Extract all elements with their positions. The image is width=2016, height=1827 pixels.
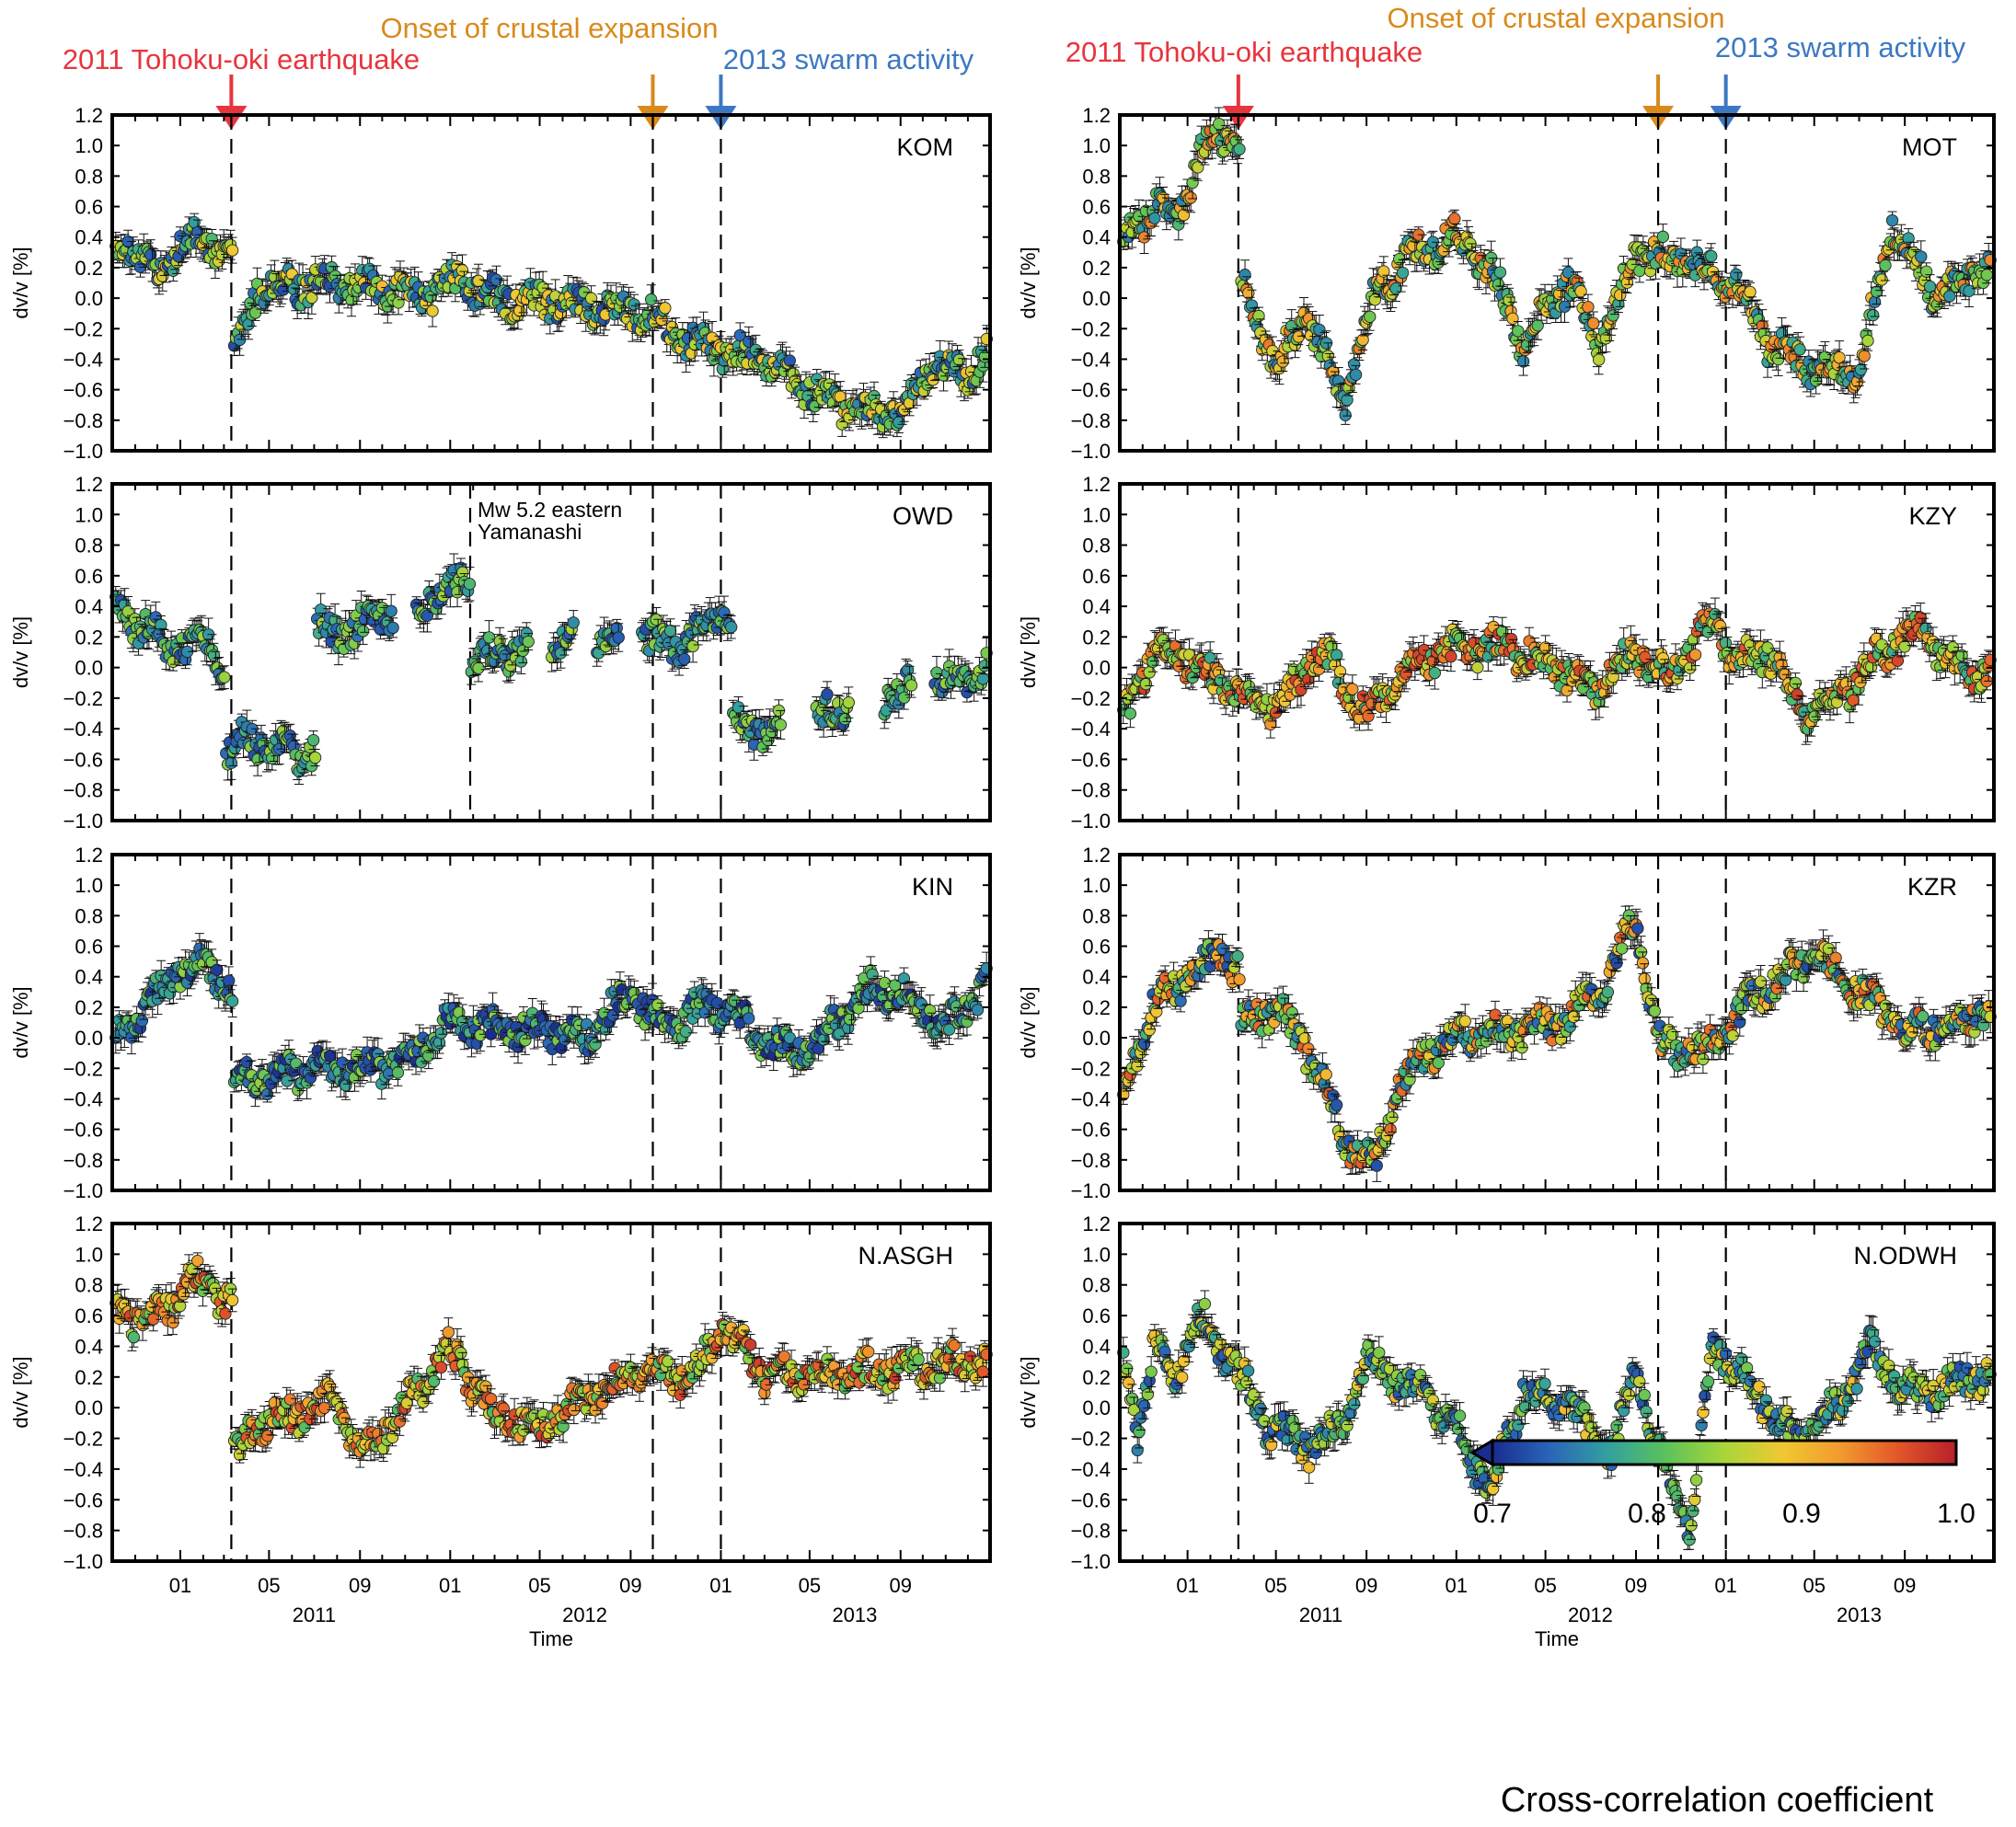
data-point xyxy=(218,671,231,684)
data-point xyxy=(385,604,397,617)
data-point xyxy=(324,1050,337,1063)
data-point xyxy=(240,1055,253,1069)
station-label: KOM xyxy=(896,133,953,161)
y-tick-label: −0.8 xyxy=(63,409,103,432)
y-tick-label: 0.0 xyxy=(75,657,103,680)
y-tick-label: 1.2 xyxy=(75,104,103,127)
expansion-label: Onset of crustal expansion xyxy=(380,12,718,44)
y-axis-label: dv/v [%] xyxy=(9,247,32,318)
earthquake-annotation: Yamanashi xyxy=(478,520,582,544)
data-point xyxy=(678,652,691,666)
data-point xyxy=(225,994,239,1007)
y-tick-label: −0.2 xyxy=(63,317,103,340)
data-points xyxy=(109,933,993,1108)
data-point xyxy=(612,631,625,644)
data-point xyxy=(135,1014,149,1028)
earthquake-annotation: Mw 5.2 eastern xyxy=(478,498,622,522)
y-tick-label: −1.0 xyxy=(63,440,103,463)
panel-kom: 1.2 1.0 0.8 0.6 0.4 0.2 0.0 −0.2 −0.4 −0.6 −0.8 −1.… xyxy=(9,104,993,463)
data-point xyxy=(308,751,322,764)
data-point xyxy=(306,733,320,747)
data-point xyxy=(472,661,485,674)
y-tick-label: 0.8 xyxy=(75,165,103,188)
y-axis-label: dv/v [%] xyxy=(9,616,32,688)
tohoku-label: 2011 Tohoku-oki earthquake xyxy=(63,43,420,75)
panel-owd: 1.2 1.0 0.8 0.6 0.4 0.2 0.0 −0.2 −0.4 −0.6 −0.8 −1.… xyxy=(9,473,993,833)
y-tick-label: 0.0 xyxy=(75,287,103,310)
y-tick-label: 0.6 xyxy=(75,196,103,219)
y-tick-label: 1.2 xyxy=(75,473,103,496)
y-tick-label: 0.2 xyxy=(75,257,103,280)
station-label: OWD xyxy=(893,502,953,530)
data-point xyxy=(645,293,658,306)
panels: 1.2 1.0 0.8 0.6 0.4 0.2 0.0 −0.2 −0.4 −0.6 −0.8 −1.… xyxy=(9,104,1997,1650)
data-point xyxy=(422,1049,435,1063)
y-tick-label: −1.0 xyxy=(63,810,103,833)
data-point xyxy=(260,1087,274,1101)
data-point xyxy=(976,672,989,685)
swarm-label: 2013 swarm activity xyxy=(723,43,974,75)
data-point xyxy=(659,302,672,315)
data-point xyxy=(580,1017,593,1030)
expansion-label: Onset of crustal expansion xyxy=(1387,2,1724,34)
data-point xyxy=(718,606,731,619)
data-point xyxy=(225,756,238,769)
data-point xyxy=(842,695,855,709)
data-point xyxy=(589,1038,602,1051)
data-point xyxy=(686,639,699,653)
y-tick-label: 1.0 xyxy=(75,503,103,526)
data-point xyxy=(706,331,719,344)
data-points xyxy=(109,213,993,439)
swarm-label: 2013 swarm activity xyxy=(1715,31,1966,63)
data-point xyxy=(455,264,469,277)
data-point xyxy=(522,635,535,649)
panel-kin: 1.21.00.80.60.40.20.0−0.2−0.4−0.6−0.8−1.… xyxy=(9,844,993,1202)
data-point xyxy=(567,616,580,629)
data-point xyxy=(725,621,738,634)
data-point xyxy=(356,625,370,638)
y-tick-label: −0.4 xyxy=(63,718,103,741)
data-point xyxy=(774,718,788,731)
y-tick-label: 0.8 xyxy=(75,534,103,557)
y-tick-label: 0.2 xyxy=(75,626,103,649)
data-point xyxy=(223,974,236,987)
tohoku-label: 2011 Tohoku-oki earthquake xyxy=(1066,36,1423,68)
data-point xyxy=(426,304,439,317)
data-point xyxy=(663,625,677,638)
data-point xyxy=(305,291,318,304)
data-point xyxy=(821,688,834,701)
data-point xyxy=(514,655,528,668)
data-point xyxy=(233,333,247,347)
data-point xyxy=(391,1066,405,1079)
y-tick-label: −0.4 xyxy=(63,348,103,371)
y-tick-label: 0.4 xyxy=(75,595,103,618)
data-point xyxy=(225,244,239,257)
data-point xyxy=(952,353,966,366)
y-tick-label: −0.6 xyxy=(63,748,103,771)
y-tick-label: 0.4 xyxy=(75,226,103,249)
data-point xyxy=(463,578,477,591)
data-point xyxy=(904,679,918,692)
data-point xyxy=(783,354,796,367)
y-tick-label: −0.6 xyxy=(63,379,103,402)
data-point xyxy=(314,603,328,616)
data-points xyxy=(109,553,993,785)
data-point xyxy=(386,621,399,635)
y-tick-label: −0.2 xyxy=(63,687,103,710)
y-tick-label: 1.0 xyxy=(75,134,103,157)
data-point xyxy=(482,631,496,644)
y-tick-label: −0.8 xyxy=(63,779,103,802)
y-tick-label: 0.6 xyxy=(75,565,103,588)
data-point xyxy=(277,283,290,296)
